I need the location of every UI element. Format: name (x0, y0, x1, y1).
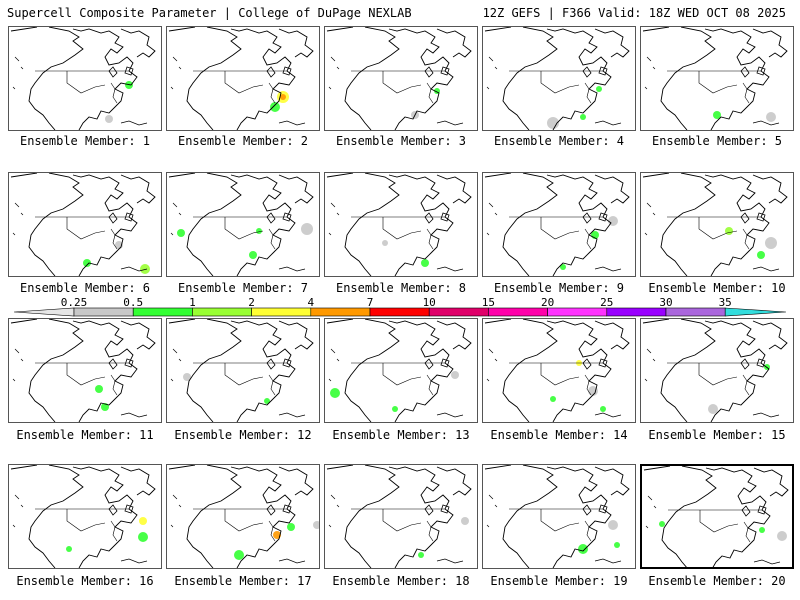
colorbar-tick-label: 4 (307, 296, 314, 309)
ensemble-member-label: Ensemble Member: 5 (651, 134, 783, 148)
colorbar-segment (665, 307, 726, 317)
colorbar-segment (428, 307, 489, 317)
north-america-map (10, 27, 156, 130)
north-america-map (643, 466, 789, 567)
north-america-map (642, 173, 788, 276)
ensemble-map-panel (482, 464, 636, 569)
ensemble-member-label: Ensemble Member: 2 (177, 134, 309, 148)
ensemble-map-panel (166, 26, 320, 131)
ensemble-member-label: Ensemble Member: 11 (16, 428, 154, 442)
ensemble-member-label: Ensemble Member: 14 (490, 428, 628, 442)
colorbar-segment (488, 307, 548, 317)
ensemble-map-panel (324, 318, 478, 423)
ensemble-map-panel (166, 464, 320, 569)
ensemble-map-panel (640, 26, 794, 131)
ensemble-map-panel (482, 26, 636, 131)
colorbar-segment (310, 307, 371, 317)
north-america-map (484, 173, 630, 276)
north-america-map (642, 319, 788, 422)
ensemble-map-panel (8, 318, 162, 423)
north-america-map (10, 319, 156, 422)
ensemble-map-panel (640, 318, 794, 423)
ensemble-member-label: Ensemble Member: 12 (174, 428, 312, 442)
colorbar-tick-label: 35 (719, 296, 732, 309)
north-america-map (168, 27, 314, 130)
ensemble-map-panel (166, 318, 320, 423)
ensemble-map-panel (324, 464, 478, 569)
ensemble-map-panel (8, 172, 162, 277)
colorbar-tick-label: 10 (423, 296, 436, 309)
north-america-map (168, 465, 319, 568)
ensemble-member-label: Ensemble Member: 9 (493, 281, 625, 295)
north-america-map (484, 27, 630, 130)
north-america-map (326, 319, 472, 422)
north-america-map (168, 173, 314, 276)
ensemble-member-label: Ensemble Member: 4 (493, 134, 625, 148)
ensemble-map-panel (8, 26, 162, 131)
colorbar-tick-label: 7 (367, 296, 374, 309)
page-title: Supercell Composite Parameter | College … (7, 6, 412, 20)
north-america-map (326, 173, 472, 276)
color-scale-bar: 0.25 0.5 1 2 4 7 10 15 20 25 30 35 (13, 296, 787, 317)
ensemble-member-label: Ensemble Member: 19 (490, 574, 628, 588)
colorbar-tick-label: 30 (659, 296, 672, 309)
ensemble-member-label: Ensemble Member: 15 (648, 428, 786, 442)
north-america-map (10, 465, 156, 568)
ensemble-member-label: Ensemble Member: 8 (335, 281, 467, 295)
ensemble-map-panel (482, 318, 636, 423)
run-info: 12Z GEFS | F366 Valid: 18Z WED OCT 08 20… (482, 6, 786, 20)
colorbar-tick-label: 20 (541, 296, 554, 309)
ensemble-member-label: Ensemble Member: 18 (332, 574, 470, 588)
ensemble-map-panel (640, 464, 794, 569)
colorbar-tick-label: 0.25 (61, 296, 88, 309)
colorbar-tick-label: 1 (189, 296, 196, 309)
colorbar-segment (547, 307, 608, 317)
north-america-map (642, 27, 788, 130)
ensemble-member-label: Ensemble Member: 10 (648, 281, 786, 295)
colorbar-tick-label: 15 (482, 296, 495, 309)
ensemble-member-label: Ensemble Member: 6 (19, 281, 151, 295)
north-america-map (326, 27, 472, 130)
north-america-map (326, 465, 472, 568)
colorbar-segment (606, 307, 667, 317)
colorbar-tick-label: 25 (600, 296, 613, 309)
ensemble-member-label: Ensemble Member: 16 (16, 574, 154, 588)
ensemble-member-label: Ensemble Member: 17 (174, 574, 312, 588)
ensemble-map-panel (166, 172, 320, 277)
colorbar-segment (132, 307, 193, 317)
colorbar-segment (251, 307, 312, 317)
colorbar-arrow-right (724, 307, 787, 317)
ensemble-member-label: Ensemble Member: 7 (177, 281, 309, 295)
ensemble-map-panel (324, 172, 478, 277)
colorbar-arrow-left (13, 307, 75, 317)
north-america-map (10, 173, 156, 276)
colorbar-tick-label: 2 (248, 296, 255, 309)
ensemble-map-panel (482, 172, 636, 277)
ensemble-map-panel (640, 172, 794, 277)
colorbar-segment (73, 307, 134, 317)
ensemble-member-label: Ensemble Member: 3 (335, 134, 467, 148)
ensemble-map-panel (324, 26, 478, 131)
ensemble-member-label: Ensemble Member: 20 (648, 574, 786, 588)
north-america-map (484, 465, 630, 568)
ensemble-member-label: Ensemble Member: 1 (19, 134, 151, 148)
north-america-map (484, 319, 630, 422)
ensemble-map-panel (8, 464, 162, 569)
colorbar-tick-label: 0.5 (123, 296, 143, 309)
ensemble-member-label: Ensemble Member: 13 (332, 428, 470, 442)
colorbar-segment (192, 307, 252, 317)
colorbar-segment (369, 307, 430, 317)
north-america-map (168, 319, 314, 422)
